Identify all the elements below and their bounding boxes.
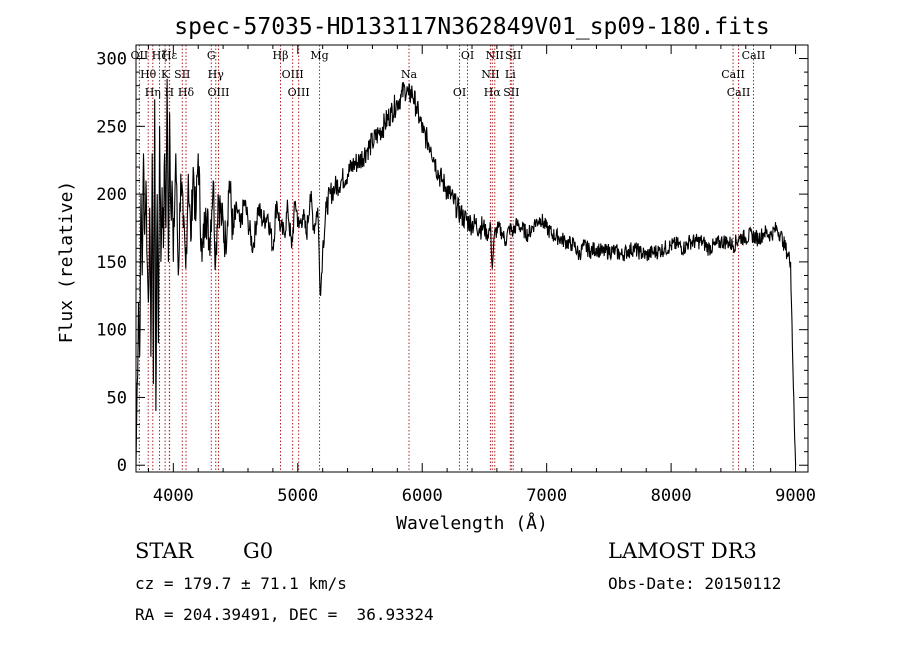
spectral-line-label: CaII xyxy=(721,68,745,81)
spectral-line-label: G xyxy=(207,49,216,62)
y-axis-label: Flux (relative) xyxy=(56,181,77,344)
x-tick-label: 9000 xyxy=(775,486,816,506)
x-axis-label: Wavelength (Å) xyxy=(396,512,548,534)
spectral-line-label: Li xyxy=(505,68,516,81)
spectral-line-labels: OII Hθ Hη Hζ KH Hε SII Hδ G Hγ OIII Hβ OIII OIII Mg Na O… xyxy=(131,49,766,99)
y-tick-label: 150 xyxy=(96,253,127,273)
spectral-line-label: SII xyxy=(174,68,190,81)
spectral-line-label: SII xyxy=(503,86,519,99)
spectral-line-label: Hζ xyxy=(152,49,168,62)
y-tick-label: 50 xyxy=(107,388,127,408)
x-tick-label: 8000 xyxy=(651,486,692,506)
spectral-line-label: OIII xyxy=(207,86,229,99)
spectral-line-label: SII xyxy=(505,49,521,62)
spectral-line-label: Hα xyxy=(484,86,502,99)
x-tick-label: 7000 xyxy=(526,486,567,506)
spectral-line-label: CaII xyxy=(742,49,766,62)
spectral-line-label: Na xyxy=(401,68,418,81)
spectral-line-label: H xyxy=(165,86,175,99)
spectral-line-label: OI xyxy=(453,86,466,99)
y-axis: 0 50 100 150 200 250 300 xyxy=(96,50,808,476)
plot-frame xyxy=(135,44,809,473)
subclass: G0 xyxy=(243,539,274,563)
x-tick-label: 4000 xyxy=(153,486,194,506)
x-tick-label: 6000 xyxy=(402,486,443,506)
survey-name: LAMOST DR3 xyxy=(608,539,757,563)
spectral-line-label: CaII xyxy=(727,86,751,99)
chart-title: spec-57035-HD133117N362849V01_sp09-180.f… xyxy=(174,14,769,40)
spectral-line-label: NII xyxy=(481,68,499,81)
object-type: STAR xyxy=(135,539,194,563)
spectral-line-label: Hδ xyxy=(178,86,195,99)
y-tick-label: 100 xyxy=(96,321,127,341)
spectral-line-label: K xyxy=(161,68,170,81)
y-tick-label: 250 xyxy=(96,117,127,137)
redshift-velocity: cz = 179.7 ± 71.1 km/s xyxy=(135,574,347,593)
y-tick-label: 0 xyxy=(117,456,127,476)
spectral-line-label: Hθ xyxy=(140,68,157,81)
coordinates: RA = 204.39491, DEC = 36.93324 xyxy=(135,605,434,624)
spectral-line-label: OIII xyxy=(288,86,310,99)
spectral-line-label: NII xyxy=(486,49,504,62)
spectral-line-label: Hβ xyxy=(273,49,289,62)
spectral-line-markers xyxy=(138,45,754,472)
spectral-line-label: OI xyxy=(461,49,474,62)
y-tick-label: 300 xyxy=(96,50,127,70)
y-tick-label: 200 xyxy=(96,185,127,205)
spectral-line-label: Hε xyxy=(162,49,178,62)
observation-date: Obs-Date: 20150112 xyxy=(608,574,782,593)
spectral-line-label: OIII xyxy=(282,68,304,81)
x-axis: 4000 5000 6000 7000 8000 9000 xyxy=(147,45,816,506)
flux-series-line xyxy=(135,78,797,466)
spectral-line-label: OII xyxy=(131,49,149,62)
spectral-line-label: Hγ xyxy=(208,68,225,81)
spectral-line-label: Hη xyxy=(145,86,161,99)
x-tick-label: 5000 xyxy=(277,486,318,506)
spectral-line-label: Mg xyxy=(310,49,328,62)
